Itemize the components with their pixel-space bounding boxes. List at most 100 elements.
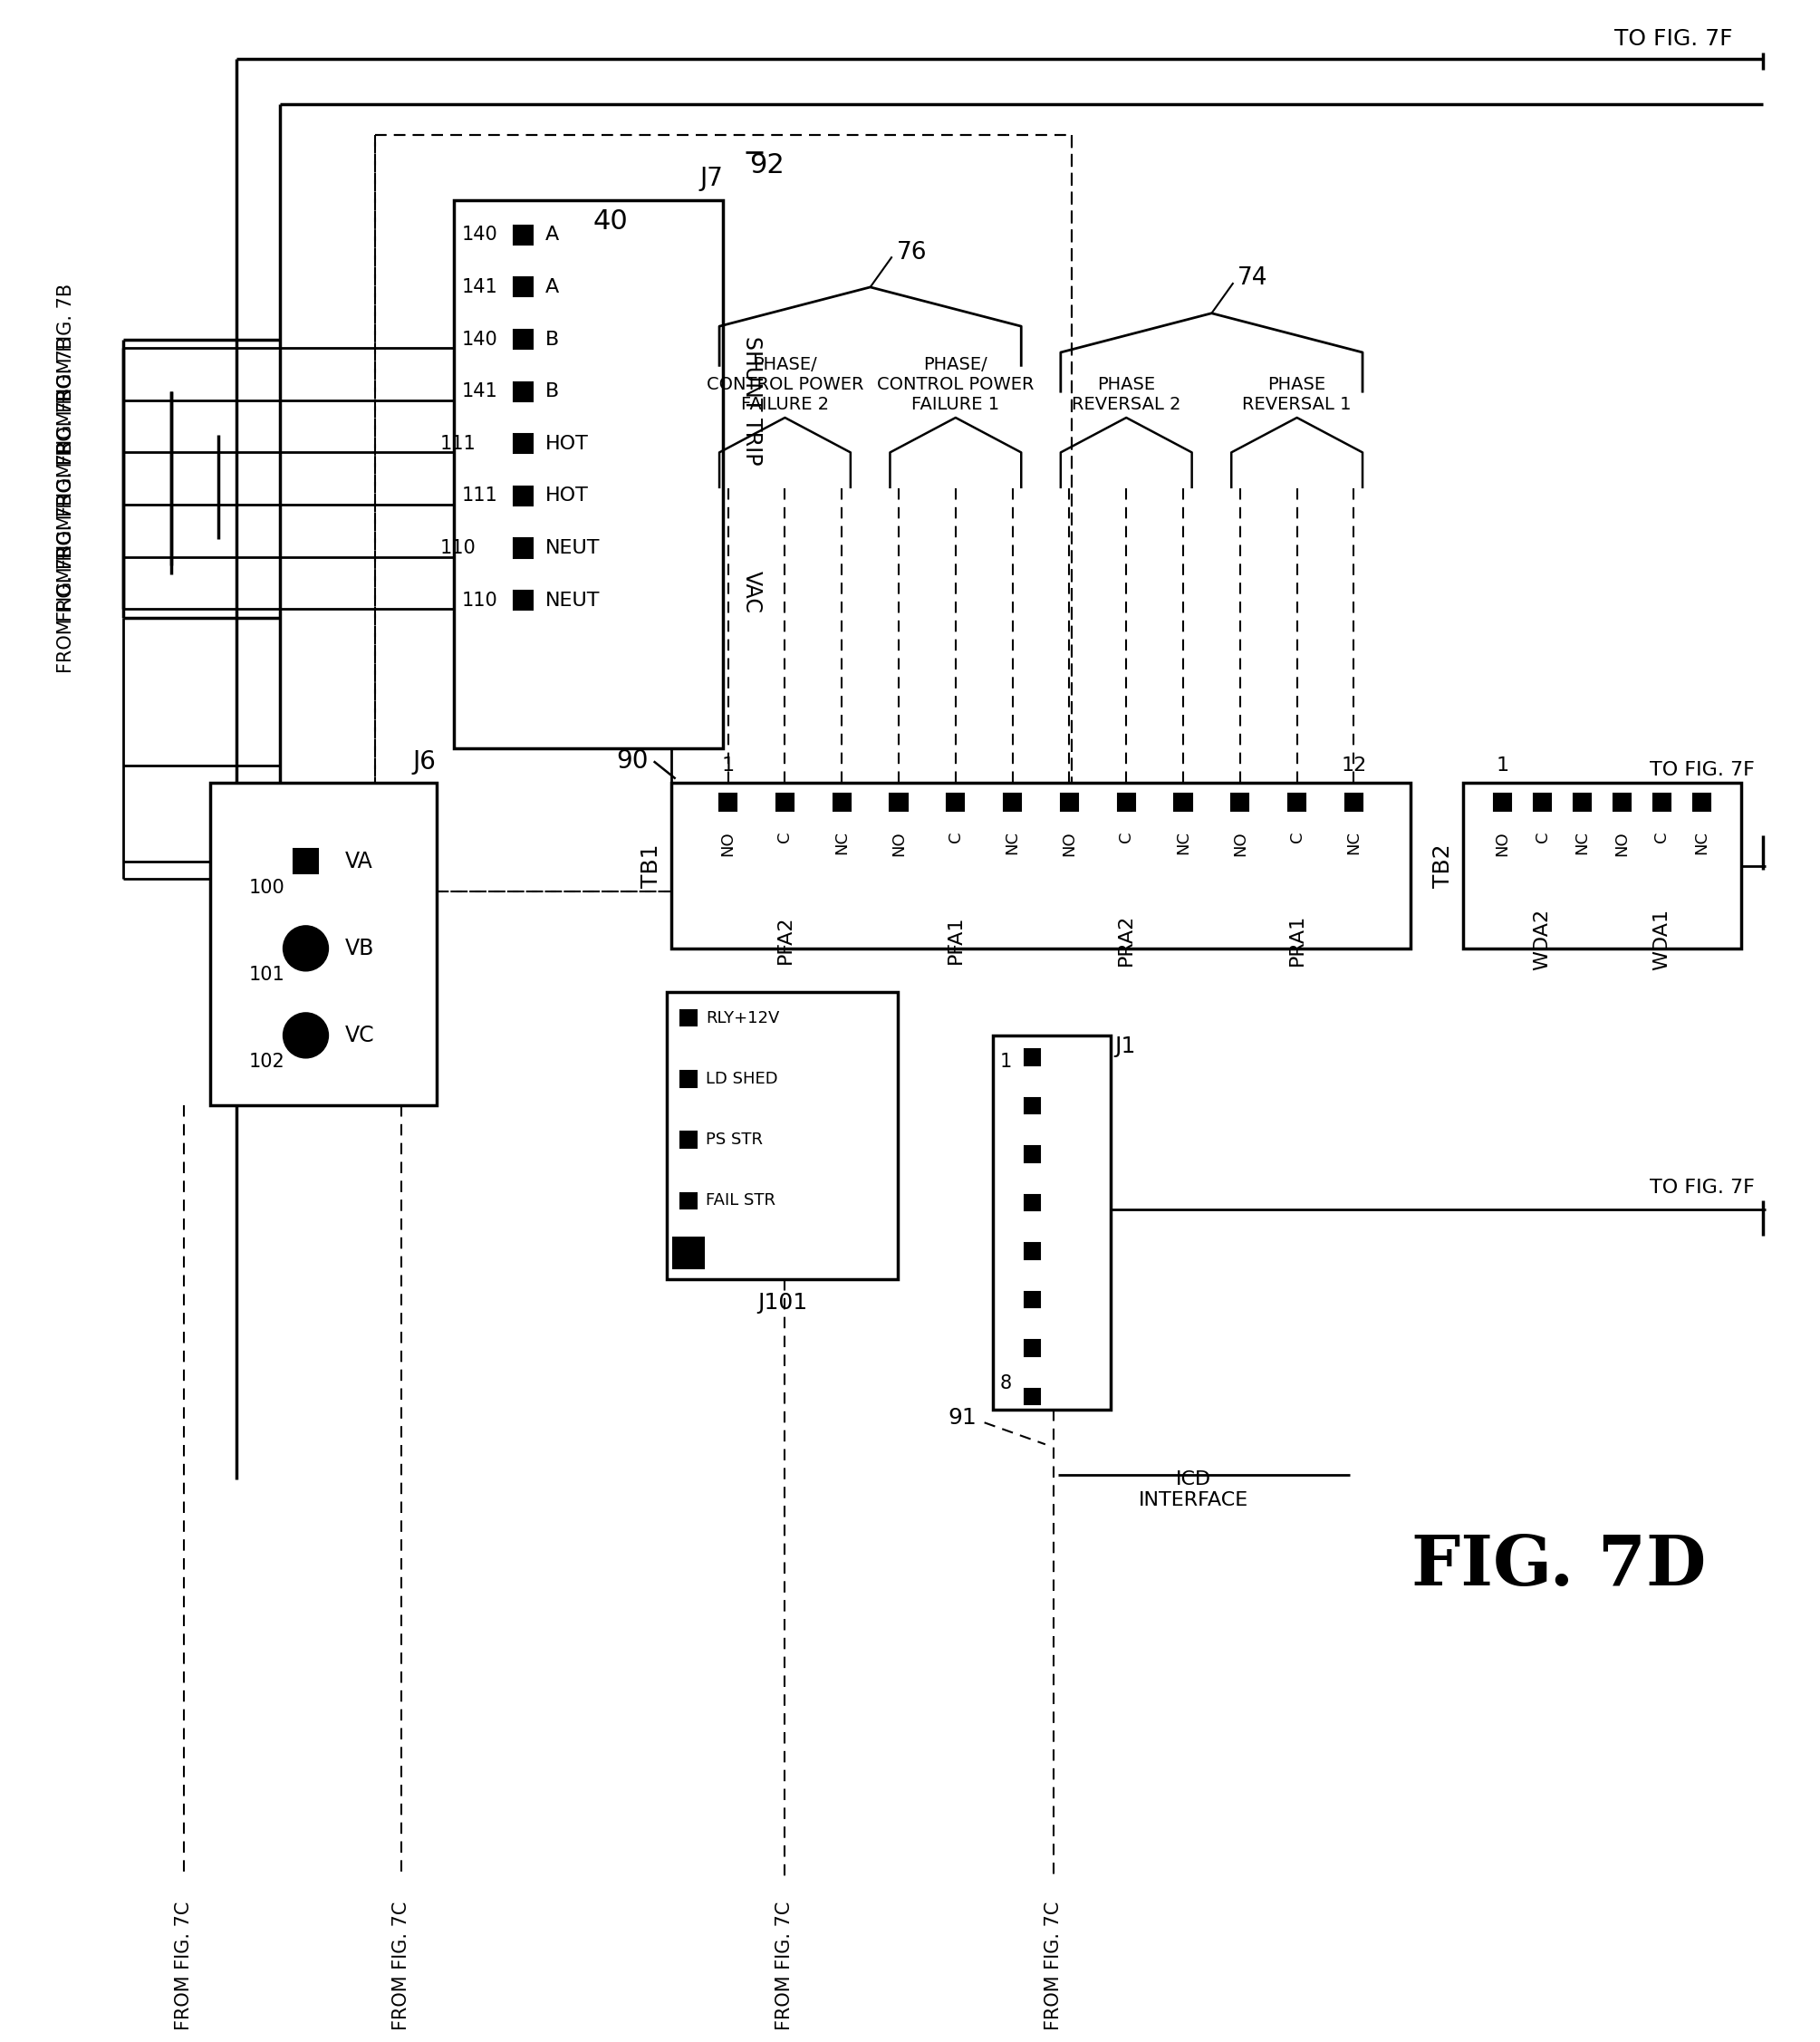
- Text: A: A: [544, 227, 559, 243]
- Text: PHASE
REVERSAL 2: PHASE REVERSAL 2: [1072, 376, 1181, 412]
- Text: HOT: HOT: [544, 486, 588, 504]
- Text: 40: 40: [593, 208, 628, 235]
- Bar: [1174, 794, 1192, 811]
- Bar: [1005, 794, 1021, 811]
- Bar: [1025, 1340, 1039, 1356]
- Text: 74: 74: [1238, 268, 1269, 290]
- Text: FROM FIG. 7C: FROM FIG. 7C: [175, 1901, 193, 2030]
- Bar: [1463, 782, 1742, 947]
- Text: NC: NC: [1693, 831, 1709, 854]
- Text: TO FIG. 7F: TO FIG. 7F: [1649, 1178, 1754, 1197]
- Text: FROM FIG. 7B: FROM FIG. 7B: [58, 492, 76, 621]
- Text: VB: VB: [346, 937, 375, 960]
- Text: 140: 140: [462, 227, 497, 243]
- Text: WDA1: WDA1: [1653, 909, 1671, 970]
- Text: 101: 101: [249, 966, 284, 984]
- Text: FROM FIG. 7B: FROM FIG. 7B: [58, 441, 76, 570]
- Text: SHUNT TRIP: SHUNT TRIP: [741, 335, 763, 466]
- Text: LD SHED: LD SHED: [706, 1070, 779, 1086]
- Bar: [681, 1131, 697, 1148]
- Text: NO: NO: [1494, 831, 1511, 856]
- Text: C: C: [1117, 831, 1134, 841]
- Text: NO: NO: [1232, 831, 1249, 856]
- Text: TO FIG. 7F: TO FIG. 7F: [1614, 29, 1733, 49]
- Bar: [513, 278, 533, 296]
- Text: 8: 8: [1001, 1374, 1012, 1393]
- Text: 1: 1: [1496, 756, 1509, 774]
- Text: NC: NC: [1345, 831, 1361, 854]
- Text: FROM FIG. 7B: FROM FIG. 7B: [58, 545, 76, 674]
- Bar: [1025, 1050, 1039, 1066]
- Bar: [681, 1072, 697, 1086]
- Text: NC: NC: [1005, 831, 1021, 854]
- Text: FROM FIG. 7C: FROM FIG. 7C: [1045, 1901, 1063, 2030]
- Text: TB2: TB2: [1432, 843, 1454, 888]
- Text: J101: J101: [757, 1293, 806, 1313]
- Text: C: C: [1289, 831, 1305, 841]
- Text: J7: J7: [701, 165, 723, 192]
- Text: PFA1: PFA1: [946, 915, 965, 964]
- Bar: [1534, 794, 1551, 811]
- Text: NO: NO: [1061, 831, 1077, 856]
- Text: NO: NO: [1614, 831, 1631, 856]
- Text: 141: 141: [462, 278, 497, 296]
- Text: WDA2: WDA2: [1534, 909, 1551, 970]
- Bar: [666, 992, 897, 1278]
- Bar: [453, 200, 723, 747]
- Text: FIG. 7D: FIG. 7D: [1411, 1534, 1705, 1599]
- Text: NEUT: NEUT: [544, 592, 601, 609]
- Bar: [513, 225, 533, 245]
- Text: PHASE/
CONTROL POWER
FAILURE 2: PHASE/ CONTROL POWER FAILURE 2: [706, 355, 863, 412]
- Text: PHASE
REVERSAL 1: PHASE REVERSAL 1: [1243, 376, 1352, 412]
- Bar: [946, 794, 965, 811]
- Bar: [1025, 1099, 1039, 1113]
- Bar: [513, 329, 533, 349]
- Text: RLY+12V: RLY+12V: [706, 1011, 779, 1027]
- Bar: [1494, 794, 1511, 811]
- Text: FAIL STR: FAIL STR: [706, 1193, 775, 1209]
- Bar: [209, 782, 437, 1105]
- Text: J6: J6: [413, 749, 437, 774]
- Text: 100: 100: [249, 878, 284, 896]
- Text: FROM FIG. 7B: FROM FIG. 7B: [58, 284, 76, 412]
- Bar: [672, 782, 1411, 947]
- Text: NC: NC: [834, 831, 850, 854]
- Text: J1: J1: [1116, 1035, 1136, 1058]
- Bar: [1574, 794, 1591, 811]
- Text: A: A: [544, 278, 559, 296]
- Bar: [1025, 1146, 1039, 1162]
- Bar: [777, 794, 794, 811]
- Bar: [1613, 794, 1631, 811]
- Bar: [1117, 794, 1136, 811]
- Text: C: C: [1654, 831, 1671, 841]
- Bar: [834, 794, 850, 811]
- Text: TB1: TB1: [641, 843, 662, 888]
- Text: FROM FIG. 7C: FROM FIG. 7C: [775, 1901, 794, 2030]
- Bar: [513, 382, 533, 400]
- Bar: [1025, 1195, 1039, 1211]
- Text: B: B: [544, 382, 559, 400]
- Text: C: C: [948, 831, 965, 841]
- Bar: [1025, 1389, 1039, 1405]
- Text: HOT: HOT: [544, 435, 588, 453]
- Text: 111: 111: [440, 435, 477, 453]
- Circle shape: [284, 1013, 328, 1058]
- Bar: [513, 590, 533, 611]
- Text: 76: 76: [897, 241, 926, 263]
- Text: FROM FIG. 7B: FROM FIG. 7B: [58, 388, 76, 517]
- Text: TO FIG. 7F: TO FIG. 7F: [1649, 762, 1754, 780]
- Text: 1: 1: [1001, 1054, 1012, 1070]
- Text: PHASE/
CONTROL POWER
FAILURE 1: PHASE/ CONTROL POWER FAILURE 1: [877, 355, 1034, 412]
- Bar: [1345, 794, 1363, 811]
- Bar: [1061, 794, 1077, 811]
- Text: 1: 1: [723, 756, 735, 774]
- Text: FROM FIG. 7C: FROM FIG. 7C: [393, 1901, 411, 2030]
- Text: VC: VC: [346, 1025, 375, 1046]
- Text: NO: NO: [721, 831, 737, 856]
- Text: NC: NC: [1176, 831, 1192, 854]
- Text: 102: 102: [249, 1054, 284, 1070]
- Text: FROM FIG. 7B: FROM FIG. 7B: [58, 335, 76, 466]
- Bar: [890, 794, 908, 811]
- Bar: [513, 435, 533, 453]
- Bar: [681, 1193, 697, 1209]
